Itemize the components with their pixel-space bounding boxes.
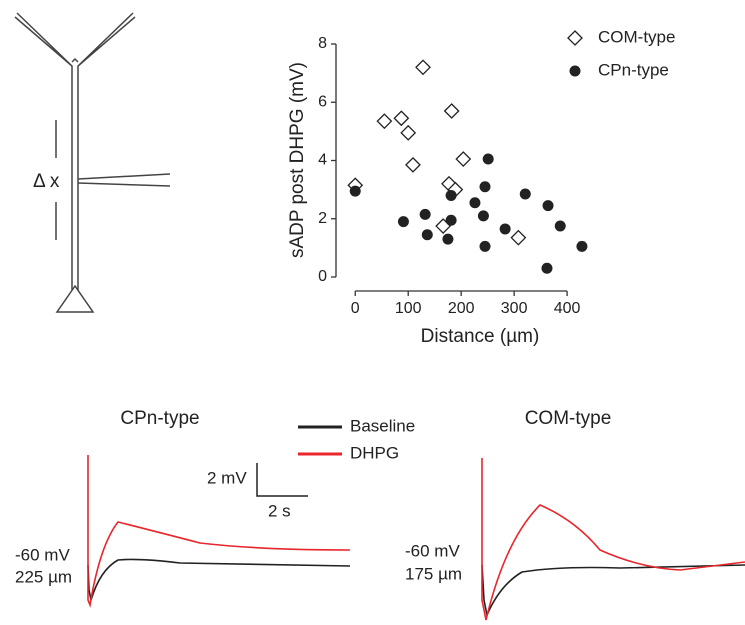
y-tick-label: 6 bbox=[318, 93, 327, 110]
x-tick-label: 300 bbox=[501, 300, 528, 317]
circle-marker bbox=[419, 208, 431, 220]
x-tick-label: 0 bbox=[351, 300, 360, 317]
diamond-marker bbox=[400, 124, 417, 141]
circle-marker bbox=[349, 185, 361, 197]
diamond-marker bbox=[443, 103, 460, 119]
x-axis-label: Distance (µm) bbox=[421, 326, 540, 347]
trace-label: 175 µm bbox=[405, 564, 462, 583]
diamond-marker bbox=[415, 59, 431, 76]
circle-marker bbox=[479, 181, 491, 193]
scale-bar bbox=[256, 463, 308, 497]
legend-label: Baseline bbox=[350, 416, 415, 435]
legend-label: DHPG bbox=[350, 443, 399, 462]
circle-marker bbox=[397, 216, 409, 228]
delta-x-label: Δ x bbox=[33, 171, 60, 192]
circle-marker bbox=[445, 189, 457, 201]
diamond-marker bbox=[405, 156, 421, 173]
circle-marker bbox=[479, 240, 491, 252]
circle-marker bbox=[499, 223, 511, 235]
diamond-marker bbox=[455, 151, 472, 167]
x-tick-label: 200 bbox=[448, 300, 475, 317]
circle-marker bbox=[477, 210, 489, 222]
trace-title: CPn-type bbox=[120, 408, 199, 429]
legend-label: CPn-type bbox=[598, 60, 669, 79]
circle-marker bbox=[519, 188, 531, 200]
traces bbox=[87, 455, 745, 621]
circle-marker bbox=[482, 153, 494, 165]
circle-marker bbox=[569, 65, 581, 77]
diamond-marker bbox=[393, 110, 410, 127]
scale-label: 2 mV bbox=[207, 468, 247, 487]
y-tick-label: 4 bbox=[318, 152, 327, 169]
diamond-marker bbox=[376, 113, 393, 130]
circle-marker bbox=[554, 220, 566, 232]
scale-label: 2 s bbox=[268, 501, 291, 520]
legend-label: COM-type bbox=[598, 27, 675, 46]
y-axis-label: sADP post DHPG (mV) bbox=[287, 62, 308, 258]
trace-label: 225 µm bbox=[15, 567, 72, 586]
trace-label: -60 mV bbox=[405, 541, 460, 560]
y-tick-label: 8 bbox=[318, 35, 327, 52]
x-tick-label: 400 bbox=[554, 300, 581, 317]
trace-label: -60 mV bbox=[15, 545, 70, 564]
circle-marker bbox=[542, 200, 554, 212]
neuron-schematic bbox=[14, 12, 171, 313]
circle-marker bbox=[442, 233, 454, 245]
y-tick-label: 2 bbox=[318, 210, 327, 227]
x-tick-label: 100 bbox=[395, 300, 422, 317]
circle-marker bbox=[445, 214, 457, 226]
circle-marker bbox=[541, 262, 553, 274]
trace-title: COM-type bbox=[525, 408, 612, 429]
circle-marker bbox=[576, 240, 588, 252]
circle-marker bbox=[421, 229, 433, 241]
diamond-marker bbox=[567, 30, 583, 46]
circle-marker bbox=[469, 197, 481, 209]
diamond-marker bbox=[510, 229, 527, 246]
y-tick-label: 0 bbox=[318, 268, 327, 285]
